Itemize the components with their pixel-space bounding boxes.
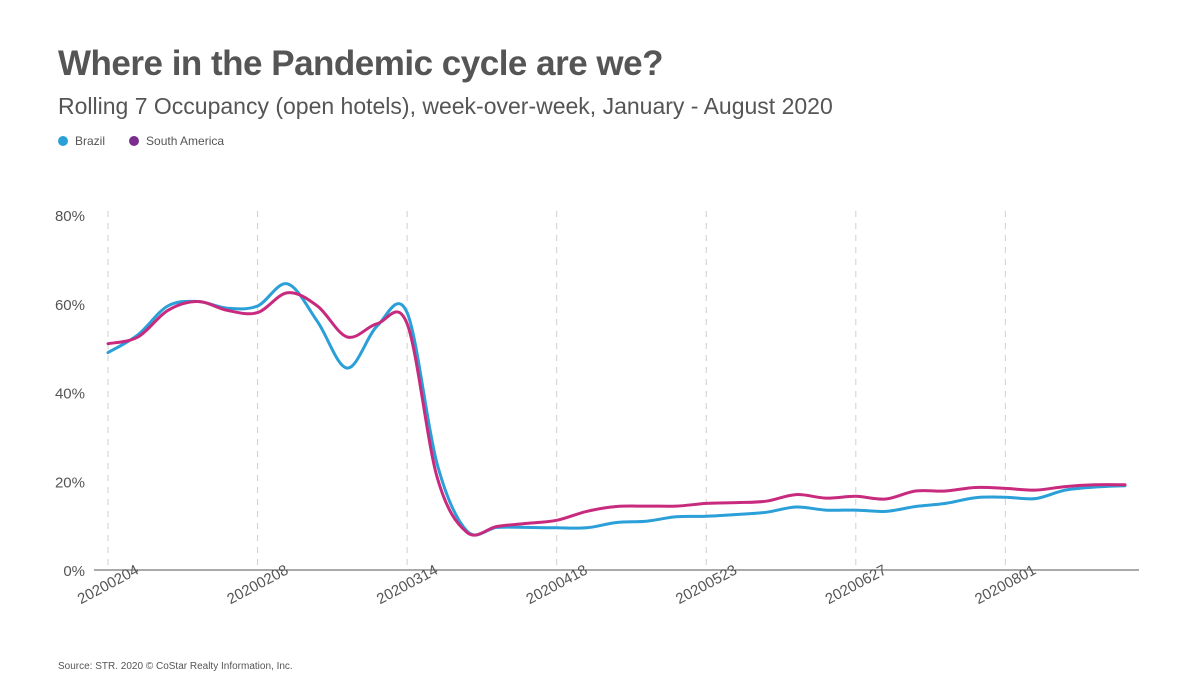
series-line-brazil — [106, 282, 1127, 537]
y-tick-label-20: 20% — [55, 474, 85, 491]
x-tick-label-20200314: 20200314 — [374, 562, 441, 608]
legend-label-brazil: Brazil — [75, 134, 106, 148]
series-line-south-america — [106, 291, 1127, 537]
x-tick-label-20200627: 20200627 — [823, 562, 890, 608]
legend-item-south-america: South America — [129, 134, 224, 148]
legend-label-south-america: South America — [146, 134, 225, 148]
x-tick-label-20200523: 20200523 — [673, 562, 740, 608]
legend-swatch-brazil — [58, 136, 68, 146]
chart-title: Where in the Pandemic cycle are we? — [58, 44, 663, 83]
chart-subtitle: Rolling 7 Occupancy (open hotels), week-… — [58, 93, 833, 119]
legend-swatch-south-america — [129, 136, 140, 146]
y-tick-label-0: 0% — [63, 563, 85, 580]
x-tick-label-20200801: 20200801 — [972, 562, 1039, 608]
y-tick-label-60: 60% — [55, 297, 85, 314]
source-note: Source: STR. 2020 © CoStar Realty Inform… — [58, 661, 293, 672]
x-tick-label-20200418: 20200418 — [523, 562, 590, 608]
legend: Brazil South America — [58, 134, 248, 148]
x-tick-label-20200208: 20200208 — [224, 562, 291, 608]
y-tick-label-80: 80% — [55, 208, 85, 225]
y-tick-label-40: 40% — [55, 386, 85, 403]
legend-item-brazil: Brazil — [58, 134, 105, 148]
